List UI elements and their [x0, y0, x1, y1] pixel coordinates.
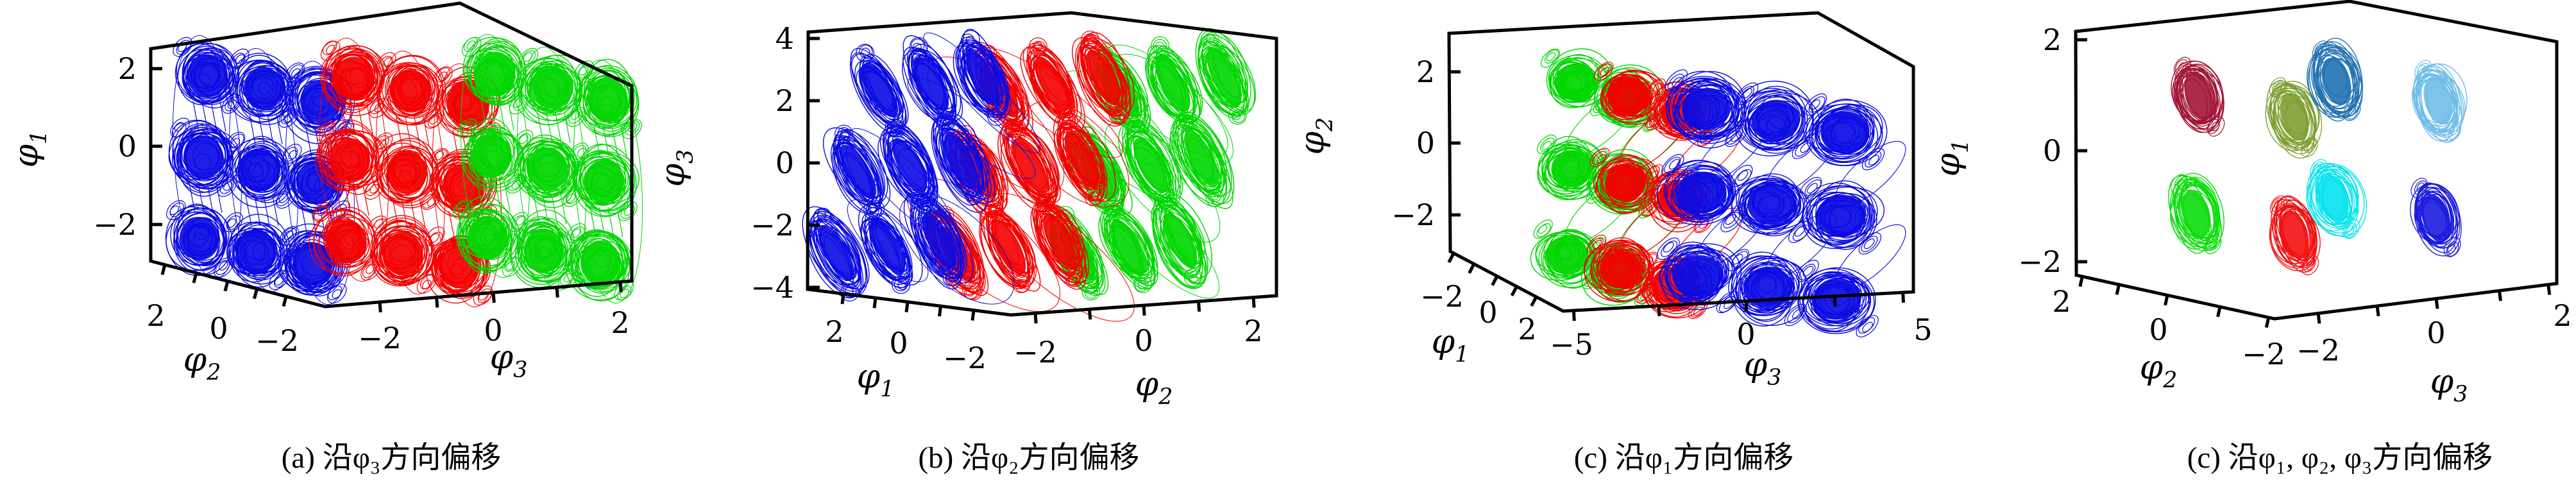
svg-text:−4: −4	[750, 270, 794, 305]
svg-text:0: 0	[1416, 126, 1435, 160]
svg-text:2: 2	[118, 51, 137, 86]
panel-c: 2 0 −2 φ2 −2 0 2 φ1 −5 0 5 φ3 (c) 沿φ₁方向偏移	[1288, 0, 1932, 492]
panel-a: 2 0 −2 φ1 2 0 −2 φ2 −2 0 2 φ3 (a) 沿φ₃方向偏移	[0, 0, 644, 492]
svg-text:φ1: φ1	[1932, 139, 1974, 177]
svg-text:0: 0	[1479, 295, 1497, 330]
svg-text:2: 2	[2553, 298, 2572, 333]
plot-c-3d-axes: 20−2φ2−2 0 2φ1 −5 0 5φ3	[1293, 11, 1932, 391]
svg-text:φ3: φ3	[490, 338, 528, 383]
svg-text:0: 0	[889, 326, 908, 361]
panel-b: 4 2 0 −2 −4 φ3 2 0 −2 φ1 −2 0 2 φ2 (b) 沿φ₂方向偏移	[644, 0, 1288, 492]
svg-text:4: 4	[775, 21, 794, 56]
panel-d: 2 0 −2 φ1 2 0 −2 φ2 −2 0 2 φ3 (c) 沿φ₁, φ₂, φ₃方向偏移	[1932, 0, 2576, 492]
svg-text:φ1: φ1	[7, 130, 52, 168]
svg-text:φ3: φ3	[2430, 362, 2468, 407]
svg-text:−2: −2	[2018, 244, 2062, 279]
svg-text:φ2: φ2	[183, 341, 221, 386]
svg-text:φ2: φ2	[2140, 348, 2178, 393]
svg-text:5: 5	[1913, 312, 1932, 347]
caption-d: (c) 沿φ₁, φ₂, φ₃方向偏移	[2187, 441, 2493, 475]
svg-text:2: 2	[2052, 284, 2071, 319]
svg-text:2: 2	[2043, 22, 2062, 57]
svg-text:0: 0	[1736, 317, 1755, 352]
svg-text:2: 2	[611, 305, 629, 340]
svg-text:−2: −2	[93, 207, 137, 242]
caption-a: (a) 沿φ₃方向偏移	[281, 441, 502, 475]
svg-text:−2: −2	[358, 321, 402, 355]
svg-text:φ3: φ3	[1744, 346, 1782, 391]
svg-text:2: 2	[1518, 312, 1536, 346]
svg-text:φ1: φ1	[857, 357, 895, 402]
svg-text:0: 0	[2149, 312, 2167, 347]
svg-text:−2: −2	[1391, 198, 1435, 232]
svg-text:0: 0	[2427, 316, 2445, 350]
svg-text:2: 2	[146, 298, 165, 333]
svg-text:0: 0	[484, 313, 502, 348]
svg-text:−5: −5	[1550, 327, 1593, 362]
svg-text:φ2: φ2	[1135, 365, 1173, 410]
plot-d-3d-axes: 2 0 −2 φ1 2 0 −2 φ2 −2 0 2 φ3	[1932, 0, 2572, 407]
svg-text:0: 0	[118, 129, 137, 164]
svg-text:φ2: φ2	[1293, 117, 1338, 155]
svg-text:2: 2	[775, 83, 794, 118]
plot-b-3d-axes: 4 2 0 −2 −4 φ3 2 0 −2 φ1 −2 0 2 φ2	[654, 11, 1278, 410]
caption-c: (c) 沿φ₁方向偏移	[1573, 441, 1794, 475]
svg-text:0: 0	[1134, 323, 1153, 358]
svg-text:0: 0	[2043, 133, 2062, 168]
svg-text:φ1: φ1	[1432, 323, 1470, 368]
plot-a-3d-axes: 2 0 −2 φ1 2 0 −2 φ2 −2 0 2 φ3	[7, 1, 643, 386]
svg-text:2: 2	[1244, 314, 1262, 348]
svg-text:−2: −2	[1420, 279, 1464, 314]
caption-b: (b) 沿φ₂方向偏移	[918, 441, 1140, 475]
svg-text:−2: −2	[1013, 335, 1057, 369]
svg-text:φ3: φ3	[654, 149, 699, 187]
svg-text:−2: −2	[943, 341, 987, 375]
svg-text:−2: −2	[255, 323, 299, 358]
svg-text:0: 0	[775, 146, 794, 180]
svg-text:−2: −2	[750, 208, 794, 242]
svg-text:0: 0	[209, 311, 228, 346]
svg-text:−2: −2	[2296, 333, 2340, 368]
svg-text:−2: −2	[2242, 337, 2285, 371]
svg-text:2: 2	[825, 314, 843, 349]
svg-text:2: 2	[1416, 55, 1435, 89]
